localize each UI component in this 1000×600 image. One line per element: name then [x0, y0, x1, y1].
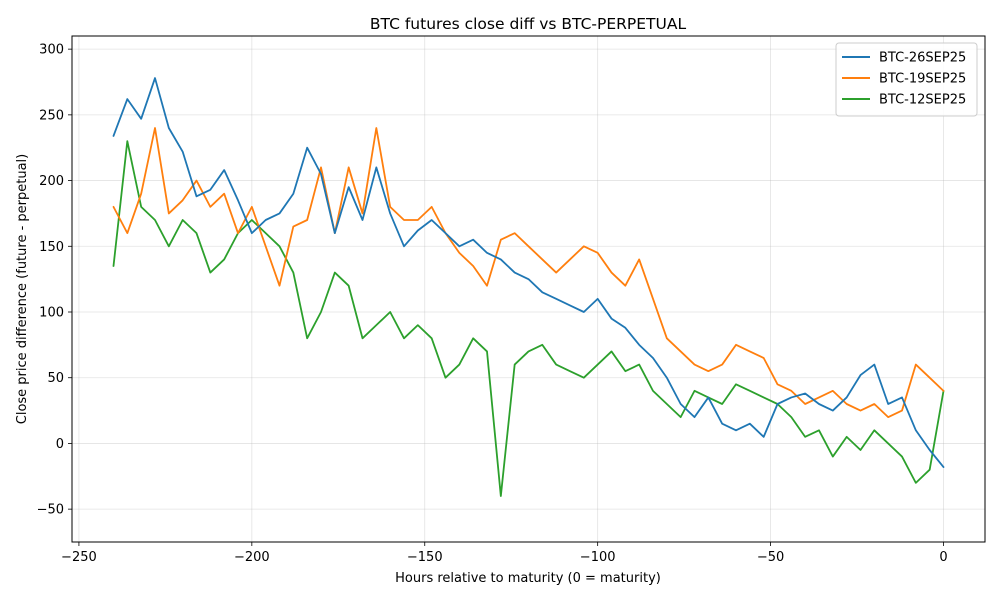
- chart-title: BTC futures close diff vs BTC-PERPETUAL: [370, 15, 687, 33]
- plot-frame: [71, 35, 986, 543]
- y-tick-label: 50: [47, 371, 64, 386]
- y-tick-label: 300: [39, 43, 64, 58]
- x-tick-label: −250: [61, 550, 97, 565]
- legend-label: BTC-19SEP25: [879, 72, 966, 87]
- y-axis-label: Close price difference (future - perpetu…: [15, 154, 30, 425]
- legend-box: [835, 42, 978, 117]
- y-tick-label: 100: [39, 306, 64, 321]
- x-tick-label: −100: [580, 550, 616, 565]
- series-line-btc-12sep25: [112, 140, 945, 497]
- y-tick-label: −50: [37, 503, 64, 518]
- x-tick-label: 0: [939, 550, 947, 565]
- x-axis-label: Hours relative to maturity (0 = maturity…: [395, 571, 661, 586]
- x-tick-label: −200: [234, 550, 270, 565]
- y-tick-label: 0: [56, 437, 64, 452]
- y-tick-label: 150: [39, 240, 64, 255]
- legend-label: BTC-12SEP25: [879, 93, 966, 108]
- y-tick-label: 200: [39, 174, 64, 189]
- y-axis-ticks: −50 0 50 100 150 200 250 300: [37, 43, 72, 518]
- y-tick-label: 250: [39, 108, 64, 123]
- series-line-btc-26sep25: [112, 77, 945, 468]
- legend: BTC-26SEP25 BTC-19SEP25 BTC-12SEP25: [835, 42, 978, 117]
- x-axis-ticks: −250 −200 −150 −100 −50 0: [61, 542, 948, 565]
- x-tick-label: −50: [757, 550, 784, 565]
- series-layer: [112, 77, 945, 497]
- legend-label: BTC-26SEP25: [879, 51, 966, 66]
- series-line-btc-19sep25: [112, 127, 945, 419]
- x-tick-label: −150: [407, 550, 443, 565]
